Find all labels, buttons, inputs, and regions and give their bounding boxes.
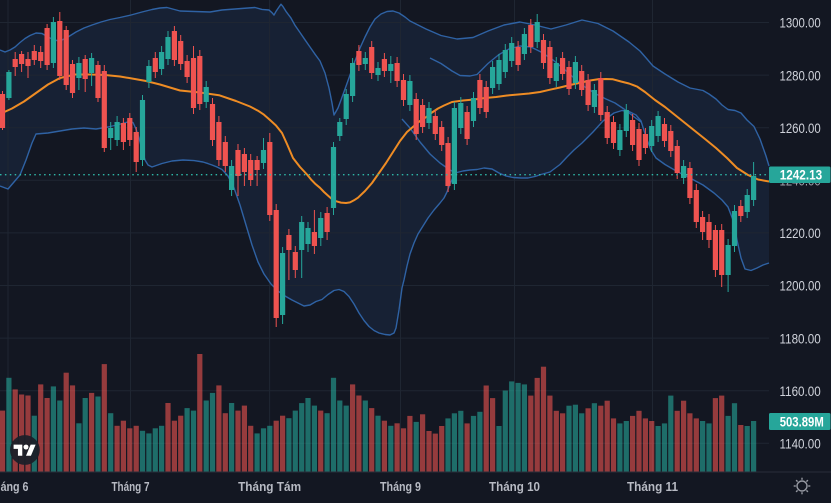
svg-text:1260.00: 1260.00 — [780, 121, 821, 137]
svg-text:1280.00: 1280.00 — [780, 68, 821, 84]
svg-text:1300.00: 1300.00 — [780, 16, 821, 32]
svg-text:1160.00: 1160.00 — [780, 384, 821, 400]
svg-text:1140.00: 1140.00 — [780, 437, 821, 453]
svg-text:Tháng Tám: Tháng Tám — [238, 480, 301, 494]
svg-text:1242.13: 1242.13 — [780, 166, 823, 182]
svg-text:Tháng 6: Tháng 6 — [0, 480, 29, 494]
svg-text:1180.00: 1180.00 — [780, 331, 821, 347]
svg-text:Tháng 9: Tháng 9 — [380, 480, 421, 494]
svg-text:Tháng 11: Tháng 11 — [627, 480, 678, 494]
svg-text:1200.00: 1200.00 — [780, 279, 821, 295]
svg-text:Tháng 7: Tháng 7 — [112, 480, 150, 494]
svg-text:1220.00: 1220.00 — [780, 226, 821, 242]
svg-text:503.89M: 503.89M — [780, 413, 824, 429]
svg-text:Tháng 10: Tháng 10 — [489, 480, 540, 494]
